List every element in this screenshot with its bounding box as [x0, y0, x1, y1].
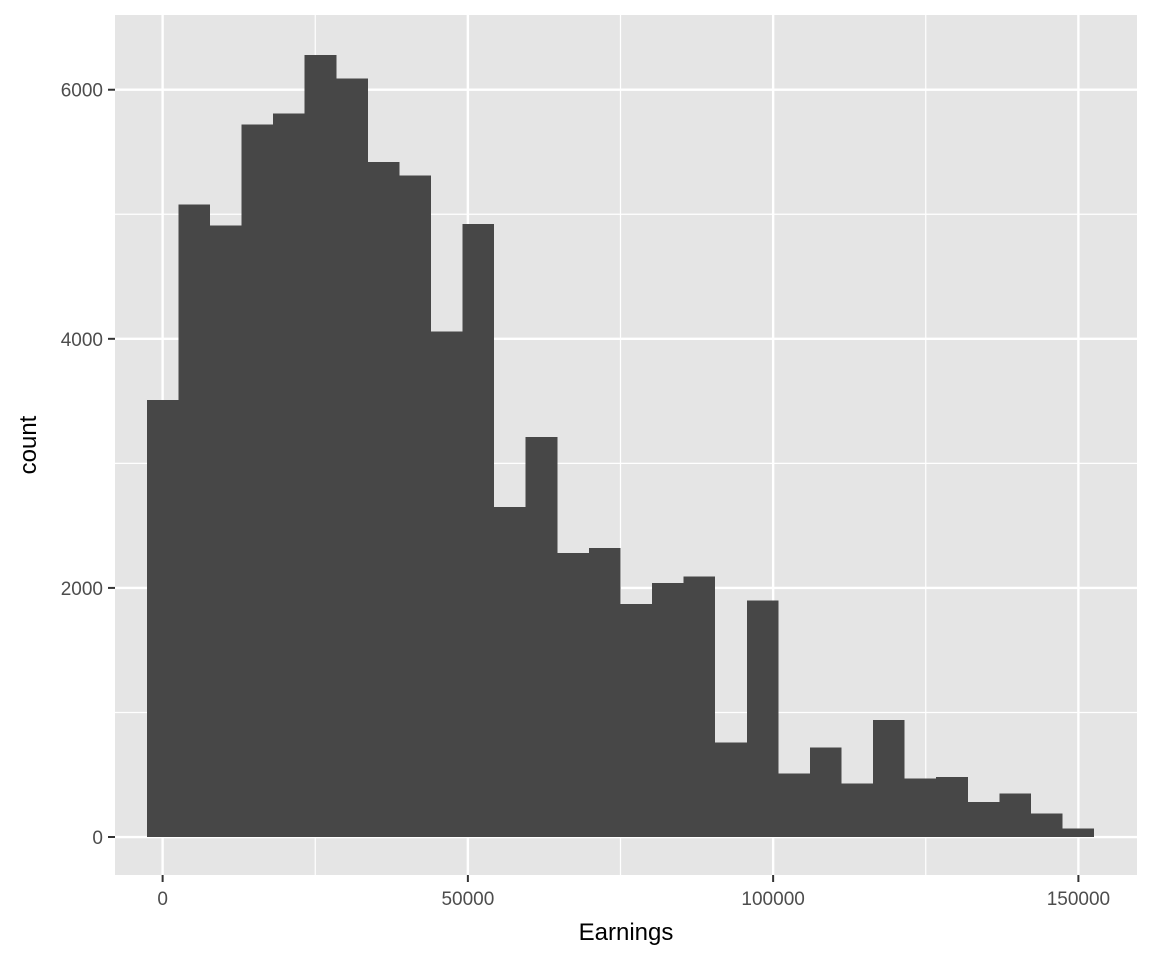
histogram-bar [525, 437, 558, 838]
histogram-bar [494, 506, 526, 838]
histogram-bar [178, 204, 210, 838]
y-tick-label: 4000 [61, 330, 103, 351]
y-axis-title: count [15, 415, 42, 474]
histogram-bar [588, 548, 621, 838]
x-axis-ticks: 0 50000 100000 150000 [157, 875, 1110, 910]
x-tick-label: 50000 [441, 889, 494, 910]
y-tick-label: 0 [92, 828, 103, 849]
histogram-bar [967, 802, 1000, 838]
y-tick-label: 2000 [61, 579, 103, 600]
histogram-bar [809, 747, 842, 838]
histogram-bar [304, 54, 337, 838]
histogram-bar [778, 773, 810, 838]
histogram-bar [715, 742, 747, 838]
histogram-bar [936, 777, 968, 838]
histogram-bars [146, 54, 1095, 838]
histogram-bar [652, 582, 684, 838]
histogram-bar [999, 793, 1031, 838]
x-axis-title: Earnings [579, 919, 674, 946]
histogram-bar [841, 783, 874, 838]
histogram-bar [367, 161, 400, 838]
histogram-bar [241, 124, 274, 838]
y-tick-label: 6000 [61, 81, 103, 102]
histogram-bar [557, 553, 589, 838]
histogram-bar [746, 600, 779, 838]
histogram-bar [904, 778, 937, 838]
histogram-bar [1062, 828, 1095, 838]
histogram-bar [399, 175, 432, 838]
histogram-bar [620, 604, 653, 838]
x-tick-label: 150000 [1047, 889, 1110, 910]
x-tick-label: 0 [157, 889, 168, 910]
histogram-bar [873, 719, 905, 838]
histogram-bar [146, 399, 179, 838]
x-tick-label: 100000 [741, 889, 804, 910]
histogram-bar [683, 576, 716, 838]
histogram-bar [431, 331, 463, 838]
histogram-bar [1030, 813, 1063, 838]
histogram-bar [273, 113, 305, 838]
histogram-bar [462, 224, 495, 838]
histogram-bar [336, 78, 368, 838]
histogram-bar [209, 225, 242, 838]
y-axis-ticks: 0 2000 4000 6000 [61, 81, 115, 849]
